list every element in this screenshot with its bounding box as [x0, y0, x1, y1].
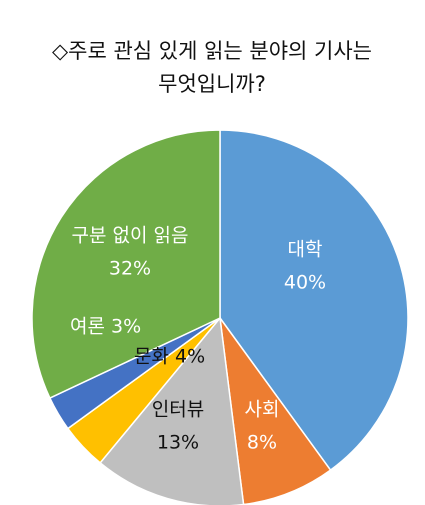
chart-title: ◇주로 관심 있게 읽는 분야의 기사는: [52, 39, 372, 63]
pie-slice: [99, 316, 245, 505]
slice-label: 여론: [70, 316, 105, 338]
value-label: 32%: [109, 258, 151, 280]
value-label: 3%: [111, 316, 141, 338]
value-label: 40%: [284, 272, 326, 294]
pie-slice: [219, 317, 332, 505]
slice-label: 사회: [245, 399, 280, 421]
value-label: 8%: [247, 432, 277, 454]
pie-slice: [31, 129, 221, 400]
slice-label: 인터뷰: [152, 399, 204, 421]
slice-label: 대학: [288, 239, 323, 261]
slice-label: 구분 없이 읽음: [72, 225, 189, 247]
value-label: 4%: [175, 346, 205, 368]
slice-label: 문화: [134, 346, 169, 368]
chart-title: 무엇입니까?: [158, 72, 266, 96]
value-label: 13%: [157, 432, 199, 454]
pie-slice: [219, 129, 409, 472]
